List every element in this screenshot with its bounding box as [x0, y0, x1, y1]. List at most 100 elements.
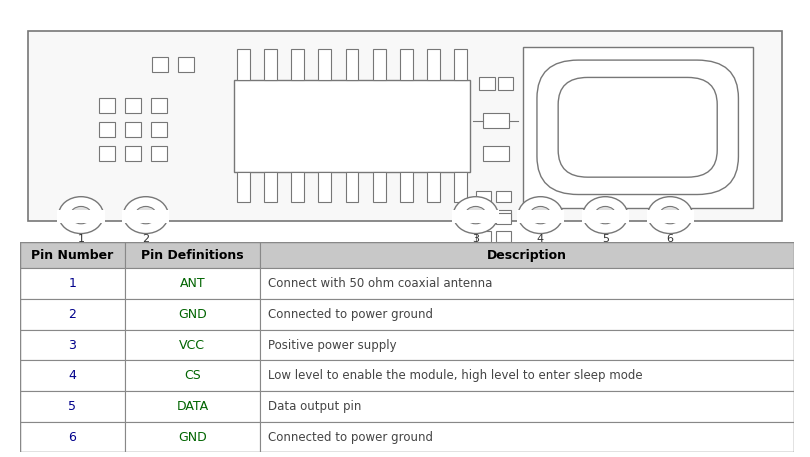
- Text: Pin Number: Pin Number: [32, 249, 113, 262]
- Bar: [373, 49, 386, 80]
- Text: 4: 4: [69, 369, 76, 383]
- Ellipse shape: [595, 207, 616, 224]
- Bar: [292, 49, 305, 80]
- Bar: [125, 268, 260, 299]
- Text: GND: GND: [178, 430, 207, 444]
- Bar: [483, 113, 509, 128]
- Ellipse shape: [648, 197, 693, 234]
- Bar: [517, 210, 564, 223]
- Bar: [475, 191, 491, 202]
- Ellipse shape: [583, 197, 628, 234]
- Bar: [498, 77, 514, 90]
- Bar: [125, 242, 260, 268]
- Bar: [151, 146, 167, 161]
- Ellipse shape: [135, 207, 156, 224]
- Bar: [346, 49, 359, 80]
- Bar: [480, 77, 495, 90]
- FancyBboxPatch shape: [558, 77, 717, 177]
- Text: Connect with 50 ohm coaxial antenna: Connect with 50 ohm coaxial antenna: [268, 277, 492, 290]
- Text: VCC: VCC: [179, 339, 206, 351]
- Text: 3: 3: [472, 234, 480, 244]
- Text: CS: CS: [184, 369, 201, 383]
- Bar: [125, 391, 260, 422]
- FancyBboxPatch shape: [537, 60, 739, 195]
- Ellipse shape: [123, 197, 168, 234]
- Bar: [125, 422, 260, 452]
- Ellipse shape: [659, 207, 680, 224]
- Bar: [427, 49, 440, 80]
- Text: Pin Definitions: Pin Definitions: [141, 249, 244, 262]
- Text: 3: 3: [69, 339, 76, 351]
- Text: 1: 1: [69, 277, 76, 290]
- Text: 5: 5: [69, 400, 76, 413]
- Bar: [20, 391, 125, 422]
- Bar: [20, 299, 125, 330]
- Bar: [151, 57, 168, 72]
- Text: 5: 5: [602, 234, 609, 244]
- Text: ANT: ANT: [180, 277, 205, 290]
- Text: 2: 2: [143, 234, 149, 244]
- Text: 6: 6: [69, 430, 76, 444]
- Bar: [125, 330, 260, 361]
- Bar: [522, 47, 752, 207]
- Bar: [475, 231, 491, 242]
- Bar: [125, 122, 141, 137]
- Bar: [260, 299, 794, 330]
- Text: Description: Description: [487, 249, 567, 262]
- Bar: [125, 98, 141, 113]
- Bar: [399, 172, 412, 202]
- Bar: [99, 122, 115, 137]
- Bar: [264, 172, 277, 202]
- Bar: [122, 210, 169, 223]
- Bar: [582, 210, 629, 223]
- Bar: [237, 172, 250, 202]
- Ellipse shape: [58, 197, 104, 234]
- Bar: [292, 172, 305, 202]
- Text: DATA: DATA: [177, 400, 208, 413]
- Ellipse shape: [518, 197, 563, 234]
- Ellipse shape: [454, 197, 498, 234]
- Bar: [454, 172, 467, 202]
- Bar: [452, 210, 499, 223]
- Bar: [20, 422, 125, 452]
- Bar: [399, 49, 412, 80]
- Bar: [99, 98, 115, 113]
- Bar: [234, 80, 470, 172]
- Bar: [260, 330, 794, 361]
- Bar: [237, 49, 250, 80]
- Text: Data output pin: Data output pin: [268, 400, 361, 413]
- Bar: [20, 242, 125, 268]
- Bar: [346, 172, 359, 202]
- Bar: [496, 210, 511, 221]
- Bar: [318, 49, 331, 80]
- Bar: [151, 98, 167, 113]
- Text: 4: 4: [537, 234, 544, 244]
- Bar: [28, 31, 782, 221]
- Ellipse shape: [530, 207, 551, 224]
- Bar: [99, 146, 115, 161]
- Bar: [260, 361, 794, 391]
- Bar: [318, 172, 331, 202]
- Bar: [260, 268, 794, 299]
- Text: 2: 2: [69, 308, 76, 321]
- Bar: [20, 330, 125, 361]
- Bar: [427, 172, 440, 202]
- Ellipse shape: [70, 207, 92, 224]
- Bar: [260, 391, 794, 422]
- Text: 6: 6: [667, 234, 674, 244]
- Text: 1: 1: [78, 234, 84, 244]
- Bar: [475, 210, 491, 221]
- Text: Positive power supply: Positive power supply: [268, 339, 396, 351]
- Bar: [20, 361, 125, 391]
- Ellipse shape: [465, 207, 486, 224]
- Bar: [177, 57, 194, 72]
- Text: Connected to power ground: Connected to power ground: [268, 430, 433, 444]
- Text: Connected to power ground: Connected to power ground: [268, 308, 433, 321]
- Bar: [496, 213, 511, 224]
- Text: Low level to enable the module, high level to enter sleep mode: Low level to enable the module, high lev…: [268, 369, 642, 383]
- Bar: [125, 299, 260, 330]
- Bar: [483, 146, 509, 161]
- Bar: [373, 172, 386, 202]
- Bar: [58, 210, 104, 223]
- Bar: [646, 210, 693, 223]
